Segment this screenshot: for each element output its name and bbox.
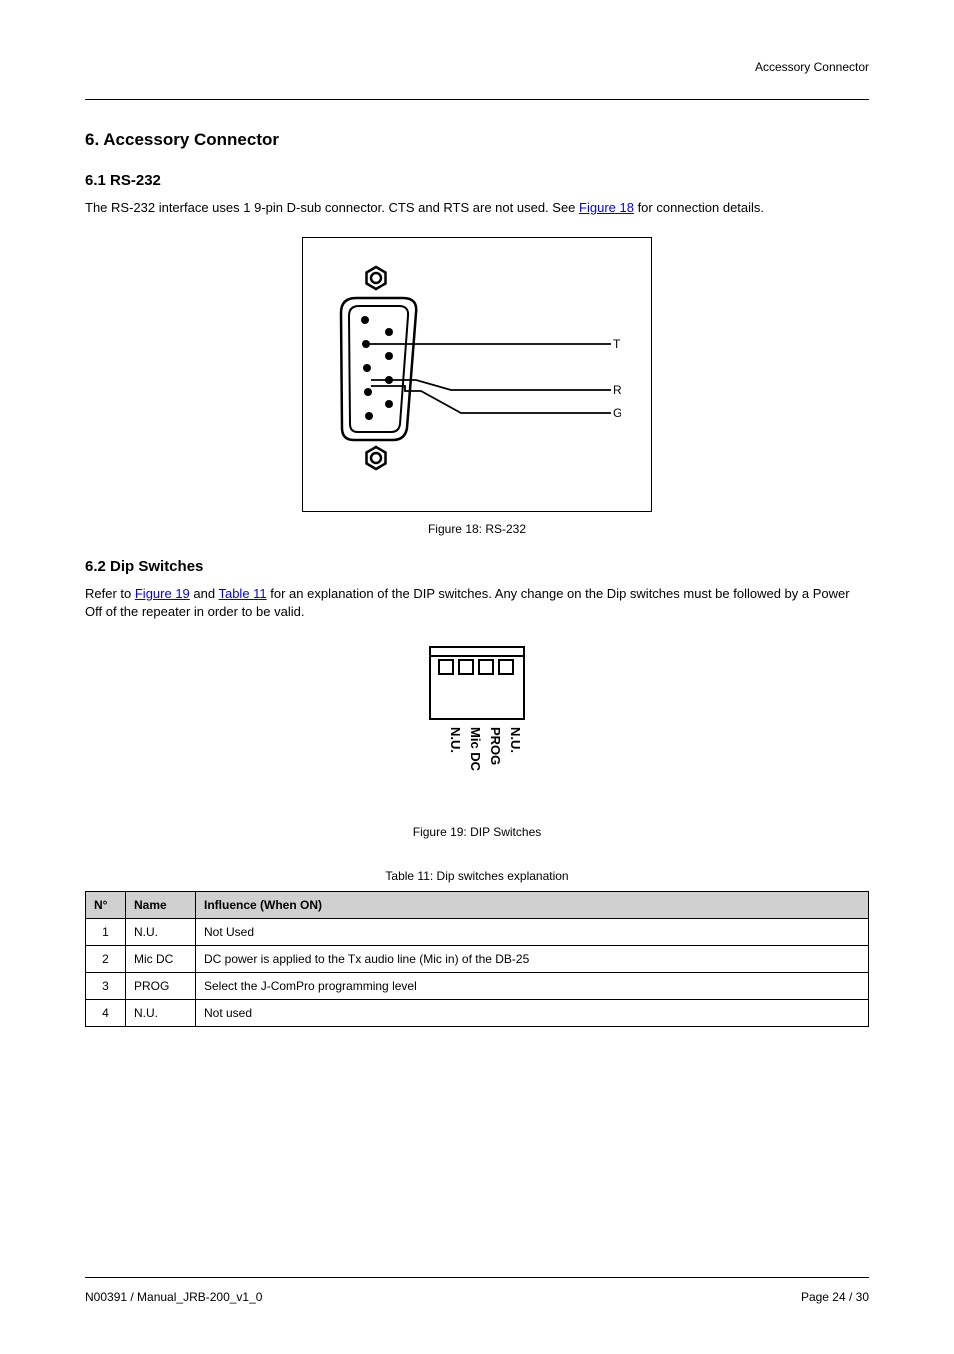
figure-18-svg: TX (pin 2) RX (pin 3) Gnd (pin 5) [321,258,621,488]
cell-2-0: 2 [86,945,126,972]
cell-4-1: N.U. [126,999,196,1026]
para-6-2: Refer to Figure 19 and Table 11 for an e… [85,585,869,621]
header-right: Accessory Connector [85,60,869,74]
cell-3-2: Select the J-ComPro programming level [196,972,869,999]
fig18-label-gnd: Gnd (pin 5) [613,406,621,420]
fig19-label-1: N.U. [448,727,463,753]
subsection-6-2-title: 6.2 Dip Switches [85,558,869,575]
col-header-name: Name [126,891,196,918]
footer-rule [85,1277,869,1278]
cell-1-0: 1 [86,918,126,945]
cell-2-2: DC power is applied to the Tx audio line… [196,945,869,972]
cell-1-1: N.U. [126,918,196,945]
figure-19-caption: Figure 19: DIP Switches [85,825,869,839]
cell-3-1: PROG [126,972,196,999]
fig19-label-4: N.U. [508,727,523,753]
figure-18-caption: Figure 18: RS-232 [85,522,869,536]
fig18-label-rx: RX (pin 3) [613,383,621,397]
table-11-caption: Table 11: Dip switches explanation [85,869,869,883]
table-row: 3 PROG Select the J-ComPro programming l… [86,972,869,999]
footer-left: N00391 / Manual_JRB-200_v1_0 [85,1290,262,1304]
figure-19-svg: N.U. Mic DC PROG N.U. [412,642,542,812]
figure-18-box: TX (pin 2) RX (pin 3) Gnd (pin 5) [302,237,652,512]
cell-1-2: Not Used [196,918,869,945]
cell-4-2: Not used [196,999,869,1026]
section-6-title: 6. Accessory Connector [85,130,869,150]
fig19-label-3: PROG [488,727,503,765]
col-header-influence: Influence (When ON) [196,891,869,918]
fig18-label-tx: TX (pin 2) [613,337,621,351]
dip-switch-table: N° Name Influence (When ON) 1 N.U. Not U… [85,891,869,1027]
para-6-2-prefix: Refer to [85,586,135,601]
para-6-2-mid: and [190,586,219,601]
table-row: 2 Mic DC DC power is applied to the Tx a… [86,945,869,972]
cell-4-0: 4 [86,999,126,1026]
footer-right: Page 24 / 30 [801,1290,869,1304]
subsection-6-1-title: 6.1 RS-232 [85,172,869,189]
header-rule [85,99,869,100]
para-6-1-prefix: The RS-232 interface uses 1 9-pin D-sub … [85,200,579,215]
cell-3-0: 3 [86,972,126,999]
table-row: 4 N.U. Not used [86,999,869,1026]
table-header-row: N° Name Influence (When ON) [86,891,869,918]
para-6-1-suffix: for connection details. [634,200,764,215]
link-table-11[interactable]: Table 11 [218,586,266,601]
link-figure-19[interactable]: Figure 19 [135,586,190,601]
cell-2-1: Mic DC [126,945,196,972]
figure-18-wrap: TX (pin 2) RX (pin 3) Gnd (pin 5) Figure… [85,237,869,536]
para-6-1: The RS-232 interface uses 1 9-pin D-sub … [85,199,869,217]
fig19-label-2: Mic DC [468,727,483,772]
link-figure-18[interactable]: Figure 18 [579,200,634,215]
figure-19-wrap: N.U. Mic DC PROG N.U. Figure 19: DIP Swi… [85,642,869,839]
table-row: 1 N.U. Not Used [86,918,869,945]
footer-row: N00391 / Manual_JRB-200_v1_0 Page 24 / 3… [85,1290,869,1304]
col-header-n: N° [86,891,126,918]
